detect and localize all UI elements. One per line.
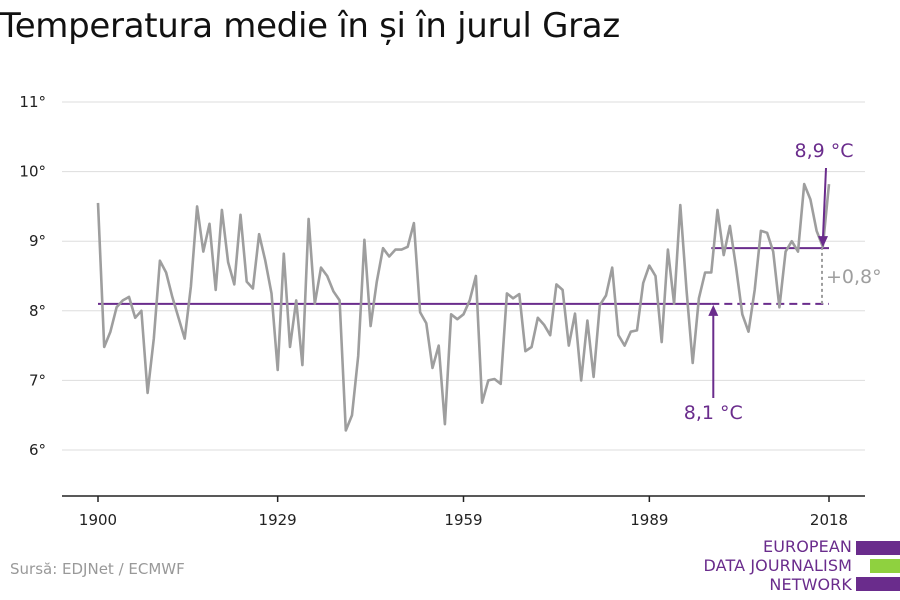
- logo-line-2: DATA JOURNALISM: [703, 556, 852, 575]
- x-tick-label: 1900: [79, 511, 117, 529]
- logo-bar-purple-bottom: [856, 577, 900, 591]
- temperature-line: [96, 182, 831, 432]
- baseline-label: 8,1 °C: [684, 402, 743, 424]
- x-tick-label: 1929: [259, 511, 297, 529]
- annotations: +0,8° 8,1 °C 8,9 °C: [684, 140, 882, 424]
- logo-line-3: NETWORK: [769, 575, 852, 594]
- y-tick-label: 11°: [19, 93, 46, 111]
- baseline-arrowhead: [708, 304, 719, 316]
- x-tick-label: 1959: [444, 511, 482, 529]
- temperature-series: [96, 182, 831, 432]
- y-tick-label: 7°: [29, 371, 46, 389]
- recent-arrowhead: [818, 236, 828, 248]
- y-tick-label: 10°: [19, 163, 46, 181]
- source-note: Sursă: EDJNet / ECMWF: [10, 560, 185, 578]
- recent-label: 8,9 °C: [794, 140, 853, 162]
- logo-bar-green: [870, 559, 900, 573]
- grid-layer: 6° 7° 8° 9° 10° 11°: [19, 93, 865, 459]
- y-tick-label: 9°: [29, 232, 46, 250]
- chart-title: Temperatura medie în și în jurul Graz: [0, 6, 620, 46]
- y-tick-label: 6°: [29, 441, 46, 459]
- x-tick-label: 2018: [810, 511, 848, 529]
- x-tick-label: 1989: [630, 511, 668, 529]
- x-axis: 1900 1929 1959 1989 2018: [62, 495, 865, 529]
- logo-line-1: EUROPEAN: [762, 537, 852, 556]
- y-tick-label: 8°: [29, 302, 46, 320]
- logo-bar-purple-top: [856, 541, 900, 555]
- edjnet-logo: EUROPEAN DATA JOURNALISM NETWORK: [700, 538, 900, 598]
- recent-arrow: [822, 167, 827, 238]
- reference-lines: [98, 247, 829, 305]
- difference-label: +0,8°: [826, 266, 882, 288]
